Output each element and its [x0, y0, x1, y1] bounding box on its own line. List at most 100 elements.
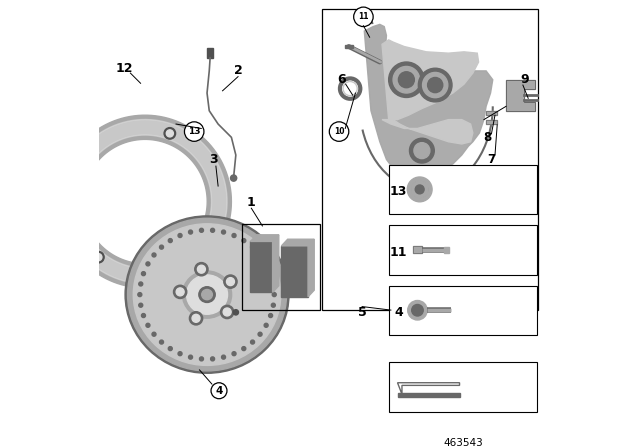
Circle shape [138, 293, 142, 297]
Circle shape [422, 73, 448, 98]
Text: 11: 11 [390, 246, 407, 259]
Bar [243, 224, 320, 310]
Circle shape [221, 230, 225, 234]
Bar [486, 111, 497, 115]
Circle shape [269, 314, 273, 318]
Circle shape [271, 282, 275, 286]
Circle shape [272, 293, 276, 297]
Circle shape [79, 162, 86, 169]
Circle shape [95, 254, 102, 261]
Text: 6: 6 [337, 73, 346, 86]
Circle shape [242, 239, 246, 242]
Polygon shape [382, 40, 479, 120]
Bar [207, 48, 212, 58]
Bar [413, 246, 422, 254]
Circle shape [221, 306, 234, 319]
Circle shape [139, 303, 143, 307]
Ellipse shape [202, 289, 212, 300]
Polygon shape [150, 249, 180, 272]
Circle shape [152, 253, 156, 257]
Circle shape [164, 128, 175, 139]
Text: 5: 5 [358, 306, 367, 319]
Circle shape [166, 130, 173, 137]
Circle shape [184, 122, 204, 141]
Circle shape [271, 303, 275, 307]
Bar [397, 393, 460, 397]
Circle shape [159, 245, 163, 249]
Circle shape [399, 72, 414, 88]
Circle shape [178, 352, 182, 356]
Circle shape [242, 347, 246, 351]
Circle shape [200, 357, 204, 361]
Text: 2: 2 [234, 65, 243, 78]
Circle shape [211, 383, 227, 399]
Circle shape [192, 314, 200, 322]
Bar [367, 13, 371, 16]
Circle shape [407, 177, 432, 202]
Ellipse shape [182, 271, 232, 318]
Polygon shape [364, 24, 493, 181]
Text: 13: 13 [188, 127, 200, 136]
Circle shape [141, 314, 145, 318]
Bar [388, 362, 537, 412]
Circle shape [269, 271, 273, 276]
Circle shape [189, 230, 193, 234]
Text: 4: 4 [215, 386, 223, 396]
Circle shape [189, 312, 203, 325]
Ellipse shape [199, 287, 215, 302]
Ellipse shape [186, 275, 228, 314]
Circle shape [330, 122, 349, 141]
Circle shape [211, 357, 214, 361]
Circle shape [146, 262, 150, 266]
Text: 10: 10 [334, 127, 344, 136]
Polygon shape [250, 235, 279, 241]
Circle shape [200, 228, 204, 233]
Circle shape [221, 355, 225, 359]
Circle shape [168, 239, 172, 242]
Circle shape [189, 355, 193, 359]
Circle shape [354, 7, 373, 26]
Circle shape [258, 332, 262, 336]
Polygon shape [273, 235, 279, 293]
Circle shape [264, 262, 268, 266]
Polygon shape [63, 120, 227, 284]
Circle shape [388, 62, 424, 98]
Polygon shape [282, 239, 314, 246]
Circle shape [93, 251, 104, 263]
Circle shape [232, 233, 236, 237]
Circle shape [211, 228, 214, 233]
Circle shape [393, 66, 420, 93]
Ellipse shape [127, 218, 287, 371]
Text: 9: 9 [521, 73, 529, 86]
Bar [388, 165, 537, 214]
Circle shape [168, 347, 172, 351]
Bar [486, 120, 497, 124]
Circle shape [152, 332, 156, 336]
Bar [444, 247, 449, 253]
Circle shape [224, 275, 237, 288]
Circle shape [412, 305, 423, 316]
Text: 463543: 463543 [443, 438, 483, 448]
Circle shape [415, 185, 424, 194]
Circle shape [258, 253, 262, 257]
Circle shape [414, 142, 430, 159]
Circle shape [197, 265, 205, 273]
Text: 13: 13 [390, 185, 407, 198]
Text: 3: 3 [209, 153, 218, 166]
Circle shape [410, 138, 435, 163]
Circle shape [343, 82, 357, 96]
Circle shape [232, 352, 236, 356]
Circle shape [141, 271, 145, 276]
Bar [388, 225, 537, 275]
Circle shape [178, 233, 182, 237]
Bar [486, 111, 497, 115]
Polygon shape [282, 246, 308, 297]
Circle shape [408, 301, 428, 320]
Polygon shape [382, 120, 473, 144]
Bar [322, 9, 538, 310]
Circle shape [223, 308, 231, 316]
Text: 1: 1 [247, 196, 256, 209]
Circle shape [176, 288, 184, 296]
Text: 7: 7 [488, 153, 495, 166]
Circle shape [419, 68, 452, 102]
